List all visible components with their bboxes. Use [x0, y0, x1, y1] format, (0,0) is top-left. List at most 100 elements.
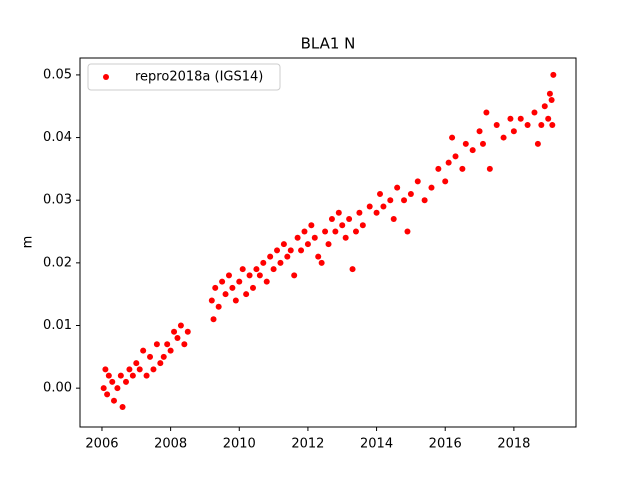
- data-point: [284, 253, 291, 260]
- data-point: [100, 385, 107, 392]
- x-tick-label: 2014: [360, 437, 393, 452]
- data-point: [517, 115, 524, 122]
- data-point: [105, 372, 112, 379]
- data-point: [119, 403, 126, 410]
- data-point: [404, 228, 411, 235]
- data-point: [215, 303, 222, 310]
- data-point: [291, 272, 298, 279]
- legend-marker: [103, 74, 109, 80]
- data-point: [486, 165, 493, 172]
- data-point: [160, 353, 167, 360]
- data-point: [493, 122, 500, 129]
- data-point: [325, 241, 332, 248]
- legend-box: [87, 63, 281, 91]
- data-point: [232, 297, 239, 304]
- data-point: [126, 366, 133, 373]
- x-tick-label: 2006: [85, 437, 118, 452]
- y-tick-label: 0.05: [43, 67, 72, 82]
- data-point: [143, 372, 150, 379]
- data-point: [315, 253, 322, 260]
- data-point: [219, 278, 226, 285]
- data-point: [366, 203, 373, 210]
- data-point: [545, 115, 552, 122]
- data-point: [129, 372, 136, 379]
- data-point: [349, 266, 356, 273]
- data-point: [117, 372, 124, 379]
- data-point: [476, 128, 483, 135]
- data-point: [277, 259, 284, 266]
- chart-title: BLA1 N: [301, 35, 356, 53]
- data-point: [421, 197, 428, 204]
- data-point: [270, 266, 277, 273]
- data-point: [356, 209, 363, 216]
- data-point: [225, 272, 232, 279]
- data-point: [280, 241, 287, 248]
- data-point: [373, 209, 380, 216]
- data-point: [236, 278, 243, 285]
- data-point: [500, 134, 507, 141]
- data-point: [507, 115, 514, 122]
- data-point: [133, 360, 140, 367]
- data-point: [387, 197, 394, 204]
- data-point: [335, 209, 342, 216]
- data-point: [549, 122, 556, 129]
- data-point: [253, 266, 260, 273]
- data-point: [114, 385, 121, 392]
- data-point: [342, 234, 349, 241]
- data-point: [301, 228, 308, 235]
- data-point: [548, 96, 555, 103]
- data-point: [469, 147, 476, 154]
- data-point: [318, 259, 325, 266]
- data-point: [332, 228, 339, 235]
- data-point: [510, 128, 517, 135]
- data-point: [390, 216, 397, 223]
- data-point: [164, 341, 171, 348]
- data-point: [328, 216, 335, 223]
- data-point: [256, 272, 263, 279]
- y-tick-label: 0.04: [43, 130, 72, 145]
- data-point: [339, 222, 346, 229]
- data-point: [157, 360, 164, 367]
- data-point: [298, 247, 305, 254]
- data-point: [260, 259, 267, 266]
- y-tick-label: 0.01: [43, 318, 72, 333]
- data-point: [181, 341, 188, 348]
- data-point: [445, 159, 452, 166]
- data-point: [546, 90, 553, 97]
- data-point: [346, 216, 353, 223]
- data-point: [407, 190, 414, 197]
- data-point: [246, 272, 253, 279]
- data-point: [150, 366, 157, 373]
- data-point: [274, 247, 281, 254]
- data-point: [459, 165, 466, 172]
- data-point: [352, 228, 359, 235]
- data-point: [550, 71, 557, 78]
- data-point: [122, 378, 129, 385]
- data-point: [184, 328, 191, 335]
- data-point: [212, 284, 219, 291]
- y-tick-label: 0.02: [43, 255, 72, 270]
- data-point: [531, 109, 538, 116]
- x-tick-label: 2016: [429, 437, 462, 452]
- data-point: [401, 197, 408, 204]
- data-point: [222, 291, 229, 298]
- data-point: [394, 184, 401, 191]
- data-point: [249, 284, 256, 291]
- data-point: [483, 109, 490, 116]
- data-point: [153, 341, 160, 348]
- x-tick-label: 2012: [291, 437, 324, 452]
- data-point: [109, 378, 116, 385]
- data-point: [210, 316, 217, 323]
- data-point: [243, 291, 250, 298]
- data-point: [414, 178, 421, 185]
- x-tick-label: 2010: [223, 437, 256, 452]
- data-point: [524, 122, 531, 129]
- data-point: [102, 366, 109, 373]
- legend: repro2018a (IGS14): [87, 63, 281, 91]
- x-tick-label: 2008: [154, 437, 187, 452]
- axes-frame: [79, 57, 577, 428]
- data-point: [479, 140, 486, 147]
- data-point: [377, 190, 384, 197]
- plot-area: [100, 71, 557, 410]
